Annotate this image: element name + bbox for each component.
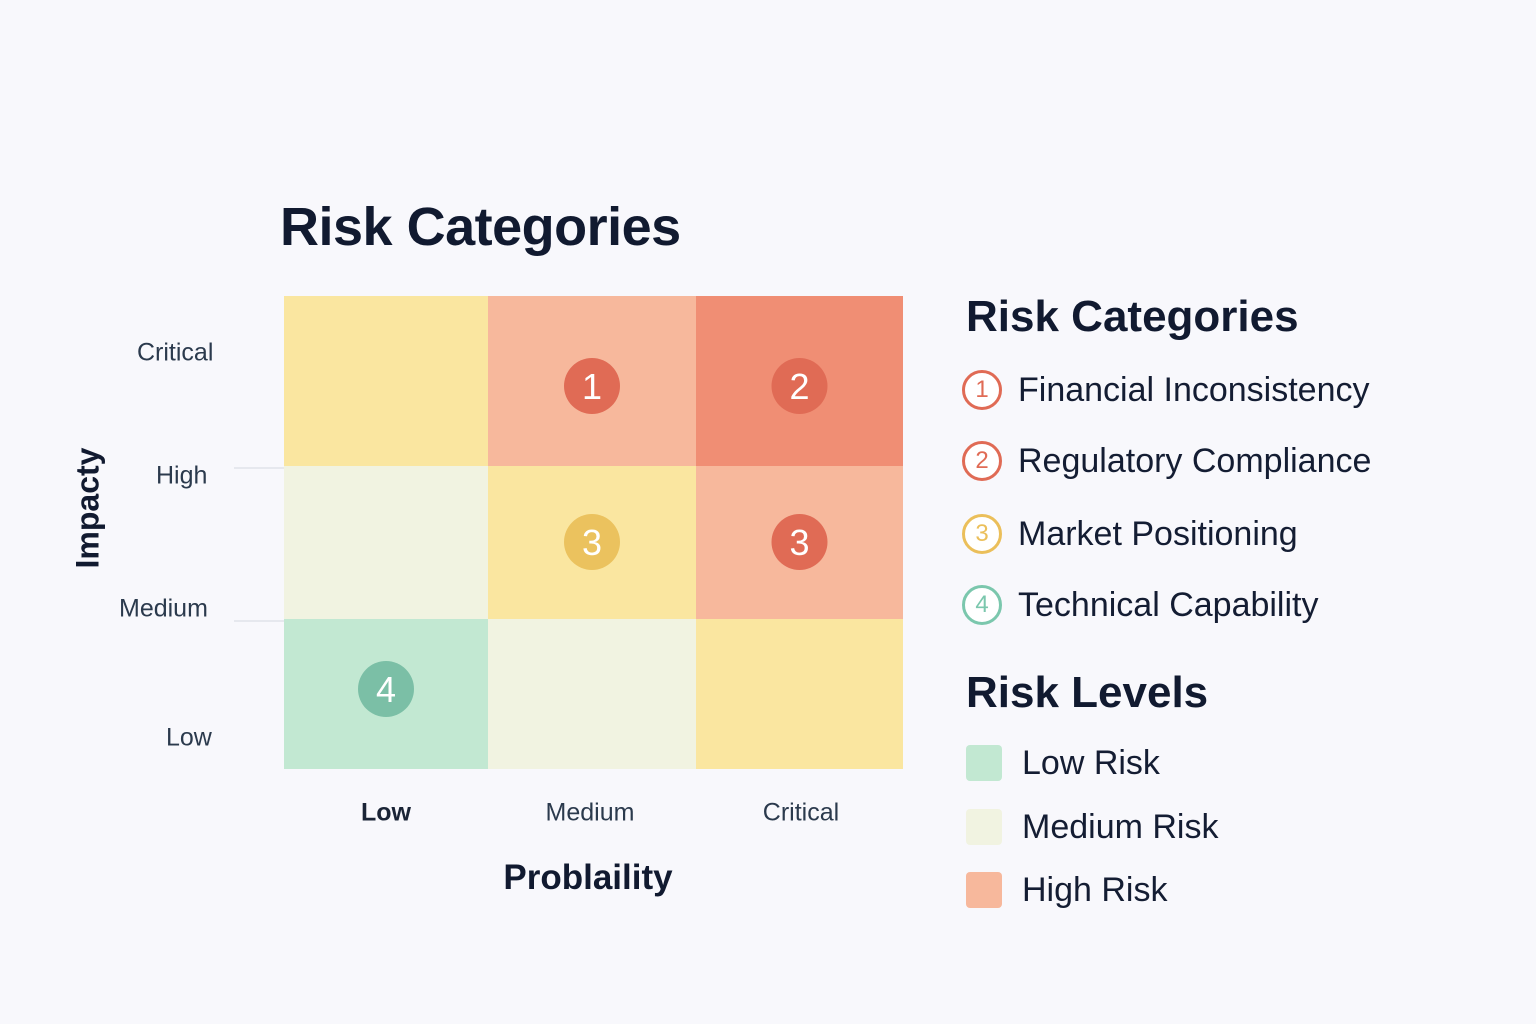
matrix-markers: 1 2 3 3 4 xyxy=(358,358,828,717)
risk-marker-label: 2 xyxy=(789,366,809,407)
category-badge: 1 xyxy=(962,370,1002,410)
risk-marker-1: 1 xyxy=(564,358,620,414)
risk-marker-label: 1 xyxy=(582,366,602,407)
legend-category-item: 3 Market Positioning xyxy=(962,510,1298,558)
category-badge: 2 xyxy=(962,441,1002,481)
risk-marker-label: 3 xyxy=(789,522,809,563)
y-tick-low: Low xyxy=(166,723,212,752)
x-tick-low: Low xyxy=(361,798,411,827)
risk-marker-4: 4 xyxy=(358,661,414,717)
risk-marker-label: 3 xyxy=(582,522,602,563)
category-label: Technical Capability xyxy=(1018,585,1319,624)
x-tick-critical: Critical xyxy=(762,798,840,827)
y-tick-medium: Medium xyxy=(119,594,208,623)
y-tick-high: High xyxy=(156,461,208,490)
matrix-cell-critical-low xyxy=(284,296,488,466)
risk-marker-3: 3 xyxy=(564,514,620,570)
risk-marker-circle xyxy=(771,358,828,414)
risk-marker-label: 4 xyxy=(376,669,396,710)
risk-marker-circle xyxy=(771,514,828,570)
legend-category-item: 1 Financial Inconsistency xyxy=(962,366,1370,414)
category-badge: 3 xyxy=(962,514,1002,554)
category-label: Market Positioning xyxy=(1018,514,1298,553)
matrix-gridlines xyxy=(234,467,284,622)
matrix-cell-low-medium xyxy=(488,619,696,769)
x-tick-medium: Medium xyxy=(545,798,635,827)
level-swatch xyxy=(966,872,1002,908)
category-badge: 4 xyxy=(962,585,1002,625)
y-axis-title: Impacty xyxy=(69,447,106,569)
risk-marker-circle xyxy=(358,661,414,717)
risk-marker-2: 2 xyxy=(771,358,828,414)
legend-level-item: High Risk xyxy=(966,870,1167,910)
risk-marker-3: 3 xyxy=(771,514,828,570)
x-axis-title: Problaility xyxy=(503,858,673,897)
category-label: Regulatory Compliance xyxy=(1018,441,1372,480)
legend-levels-title: Risk Levels xyxy=(966,668,1209,717)
level-label: Low Risk xyxy=(1022,743,1160,782)
legend-category-item: 4 Technical Capability xyxy=(962,581,1319,629)
risk-marker-circle xyxy=(564,514,620,570)
risk-marker-circle xyxy=(564,358,620,414)
chart-title: Risk Categories xyxy=(280,197,681,257)
level-swatch xyxy=(966,745,1002,781)
level-swatch xyxy=(966,809,1002,845)
matrix-cells xyxy=(284,296,903,769)
legend-categories-title: Risk Categories xyxy=(966,292,1299,341)
legend-level-item: Low Risk xyxy=(966,743,1160,783)
matrix-cell-high-low xyxy=(284,466,488,619)
category-label: Financial Inconsistency xyxy=(1018,370,1370,409)
y-tick-critical: Critical xyxy=(137,338,214,367)
level-label: Medium Risk xyxy=(1022,807,1219,846)
matrix-cell-low-critical xyxy=(696,619,903,769)
level-label: High Risk xyxy=(1022,870,1168,909)
legend-category-item: 2 Regulatory Compliance xyxy=(962,437,1371,485)
legend-level-item: Medium Risk xyxy=(966,807,1218,847)
